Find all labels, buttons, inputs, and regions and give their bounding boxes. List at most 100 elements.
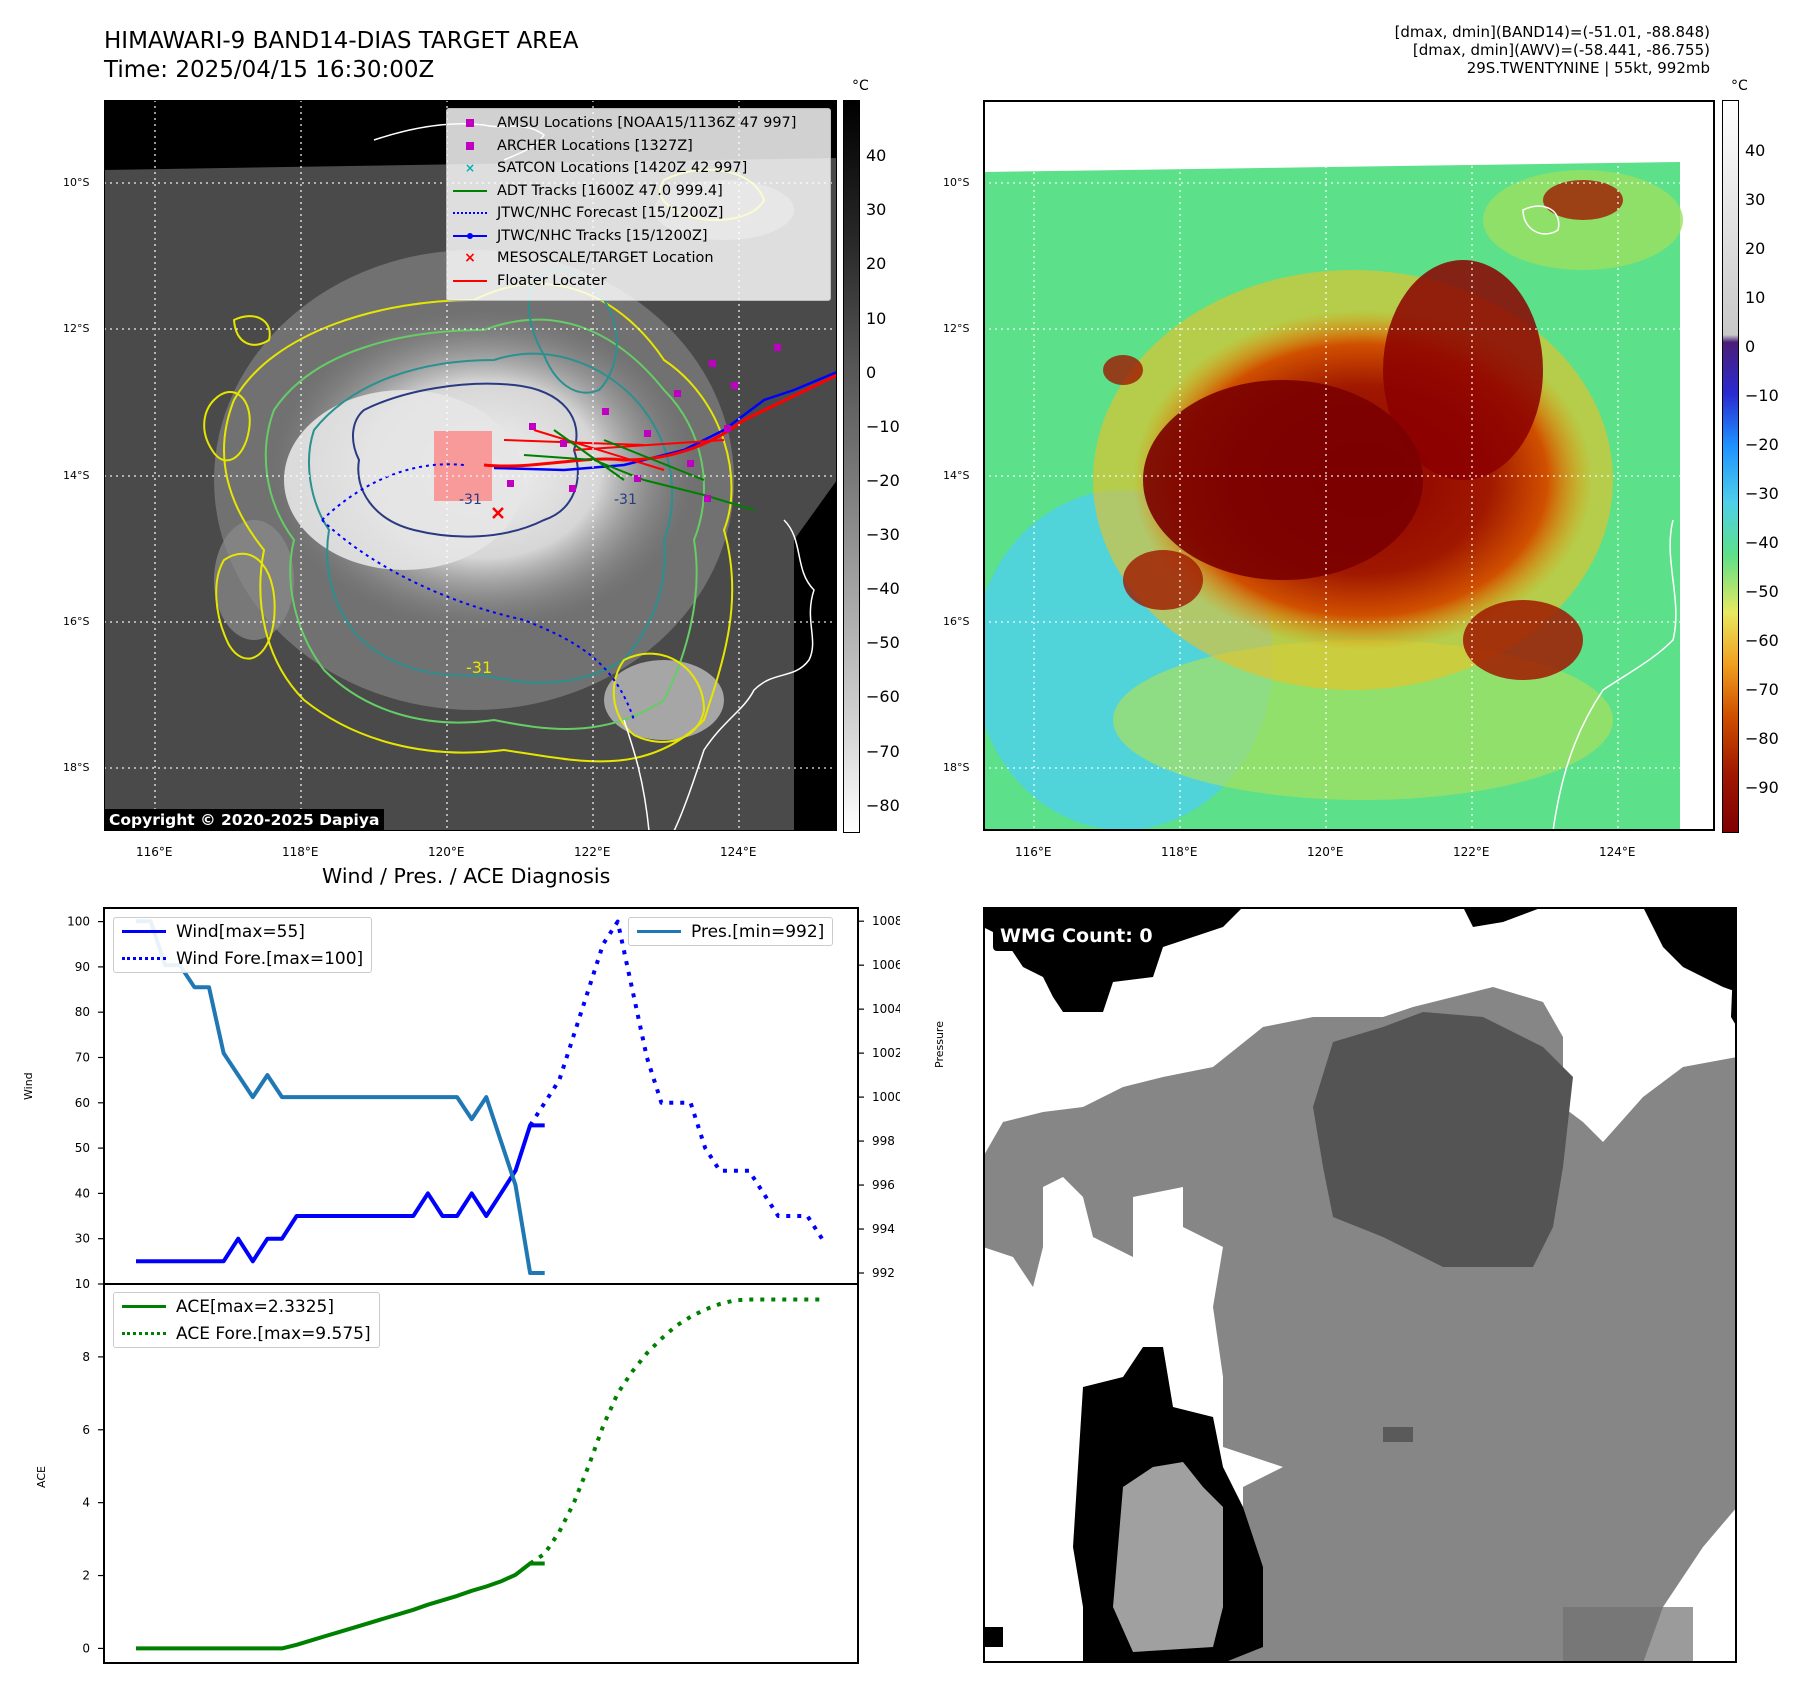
y-tick-label: 4 — [82, 1496, 90, 1510]
wind-axis-label: Wind — [22, 1072, 35, 1100]
square-marker-icon — [453, 116, 487, 130]
lat-label: 14°S — [943, 469, 970, 482]
info-line-1: [dmax, dmin](BAND14)=(-51.01, -88.848) — [1394, 23, 1710, 41]
ace-legend: ACE[max=2.3325] ACE Fore.[max=9.575] — [113, 1292, 380, 1348]
legend-label: Wind Fore.[max=100] — [176, 948, 364, 969]
lat-label: 10°S — [943, 176, 970, 189]
colorbar-tick: −10 — [866, 417, 900, 436]
y-tick-label: 30 — [75, 1232, 90, 1246]
colorbar-tick: −70 — [1745, 680, 1779, 699]
legend-label: Pres.[min=992] — [691, 921, 825, 942]
legend-item-ace: ACE[max=2.3325] — [114, 1293, 379, 1320]
ace-axis-label: ACE — [35, 1466, 48, 1488]
colorbar-tick: −10 — [1745, 386, 1779, 405]
lat-label: 16°S — [943, 615, 970, 628]
series-line — [136, 1123, 545, 1264]
y2-tick-label: 1000 — [872, 1090, 900, 1104]
lat-label: 16°S — [63, 615, 90, 628]
lon-label: 116°E — [136, 845, 173, 859]
y-tick-label: 60 — [75, 1096, 90, 1110]
colorbar-tick: −40 — [1745, 533, 1779, 552]
lon-label: 120°E — [1307, 845, 1344, 859]
legend-label: Wind[max=55] — [176, 921, 305, 942]
colorbar-tick: 0 — [1745, 337, 1756, 356]
legend-item-pressure: Pres.[min=992] — [629, 918, 832, 945]
wind-legend: Wind[max=55] Wind Fore.[max=100] — [113, 917, 373, 973]
lat-label: 14°S — [63, 469, 90, 482]
legend-label: SATCON Locations [1420Z 42 997] — [497, 160, 748, 177]
line-marker-icon — [453, 274, 487, 288]
wind-pressure-plot: 100 90 80 70 60 50 40 30 1008 1006 1004 1002 1000 998… — [67, 914, 900, 1280]
info-line-2: [dmax, dmin](AWV)=(-58.441, -86.755) — [1412, 41, 1710, 59]
legend-item-forecast: JTWC/NHC Forecast [15/1200Z] — [447, 202, 830, 225]
lat-label: 12°S — [943, 322, 970, 335]
line-dot-marker-icon — [453, 229, 487, 243]
color-enhanced-map — [983, 100, 1715, 831]
wmg-panel — [983, 907, 1737, 1663]
y2-tick-label: 1004 — [872, 1002, 900, 1016]
y-tick-label: 10 — [75, 1277, 90, 1291]
series-line — [528, 919, 824, 1240]
gray-colorbar — [843, 100, 860, 833]
legend-item-wind-forecast: Wind Fore.[max=100] — [114, 945, 371, 972]
lon-label: 122°E — [1453, 845, 1490, 859]
gray-colorbar-unit: °C — [852, 78, 869, 94]
legend-item-wind: Wind[max=55] — [114, 918, 371, 945]
y2-tick-label: 998 — [872, 1134, 895, 1148]
contour-label: -31 — [466, 658, 492, 677]
line-swatch-icon — [122, 930, 166, 933]
copyright-badge: Copyright © 2020-2025 Dapiya — [104, 809, 385, 831]
x-marker-icon: × — [464, 250, 476, 267]
y-tick-label: 90 — [75, 960, 90, 974]
legend-label: MESOSCALE/TARGET Location — [497, 250, 714, 267]
y-tick-label: 50 — [75, 1141, 90, 1155]
color-colorbar-unit: °C — [1731, 78, 1748, 94]
info-block: [dmax, dmin](BAND14)=(-51.01, -88.848) [… — [1110, 23, 1710, 77]
diagnosis-title: Wind / Pres. / ACE Diagnosis — [322, 864, 611, 888]
colorbar-tick: −20 — [866, 471, 900, 490]
chart-title: HIMAWARI-9 BAND14-DIAS TARGET AREA — [104, 28, 579, 54]
pressure-legend: Pres.[min=992] — [628, 917, 834, 946]
lon-label: 122°E — [574, 845, 611, 859]
series-line — [136, 1561, 545, 1651]
colorbar-tick: −90 — [1745, 778, 1779, 797]
colorbar-tick: 30 — [1745, 190, 1766, 209]
colorbar-tick: −40 — [866, 579, 900, 598]
diagnosis-chart: 1009080706050403010081006100410021000998… — [67, 907, 900, 1664]
dotted-swatch-icon — [122, 1332, 166, 1335]
lon-label: 124°E — [720, 845, 757, 859]
y2-tick-label: 1006 — [872, 958, 900, 972]
legend-item-adt: ADT Tracks [1600Z 47.0 999.4] — [447, 180, 830, 203]
legend-item-tracks: JTWC/NHC Tracks [15/1200Z] — [447, 225, 830, 248]
legend-item-archer: ARCHER Locations [1327Z] — [447, 135, 830, 158]
legend-label: ARCHER Locations [1327Z] — [497, 137, 693, 154]
y-tick-label: 80 — [75, 1005, 90, 1019]
contour-label: -31 — [614, 492, 637, 508]
colorbar-tick: −30 — [1745, 484, 1779, 503]
legend-label: AMSU Locations [NOAA15/1136Z 47 997] — [497, 115, 797, 132]
y-tick-label: 100 — [67, 915, 90, 929]
colorbar-tick: −60 — [866, 687, 900, 706]
x-marker-icon: × — [464, 161, 476, 176]
colorbar-tick: −30 — [866, 525, 900, 544]
wmg-count-badge: WMG Count: 0 — [993, 921, 1160, 951]
map-legend: AMSU Locations [NOAA15/1136Z 47 997] ARC… — [446, 108, 831, 301]
chart-time: Time: 2025/04/15 16:30:00Z — [104, 57, 435, 83]
lon-label: 118°E — [282, 845, 319, 859]
y-tick-label: 40 — [75, 1186, 90, 1200]
colorbar-tick: 30 — [866, 200, 887, 219]
ace-plot: 10 8 6 4 2 0 — [75, 1277, 822, 1655]
lat-label: 18°S — [63, 761, 90, 774]
colorbar-tick: 40 — [1745, 141, 1766, 160]
contour-label: -31 — [459, 492, 482, 508]
legend-label: JTWC/NHC Forecast [15/1200Z] — [497, 205, 724, 222]
colorbar-tick: −70 — [866, 742, 900, 761]
info-line-3: 29S.TWENTYNINE | 55kt, 992mb — [1466, 59, 1710, 77]
legend-item-floater: Floater Locater — [447, 270, 830, 293]
y-tick-label: 6 — [82, 1423, 90, 1437]
legend-label: JTWC/NHC Tracks [15/1200Z] — [497, 227, 708, 244]
colorbar-tick: 0 — [866, 363, 877, 382]
legend-label: ACE Fore.[max=9.575] — [176, 1323, 371, 1344]
target-location-marker — [492, 507, 504, 519]
lon-label: 118°E — [1161, 845, 1198, 859]
